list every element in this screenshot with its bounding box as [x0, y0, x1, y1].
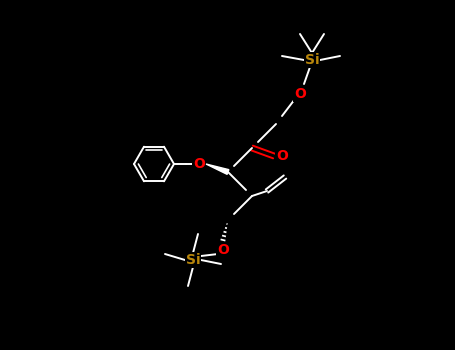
Text: O: O — [294, 87, 306, 101]
Text: Si: Si — [186, 253, 200, 267]
Text: O: O — [193, 157, 205, 171]
Text: O: O — [217, 243, 229, 257]
Polygon shape — [206, 164, 229, 174]
Text: O: O — [276, 149, 288, 163]
Text: Si: Si — [305, 53, 319, 67]
